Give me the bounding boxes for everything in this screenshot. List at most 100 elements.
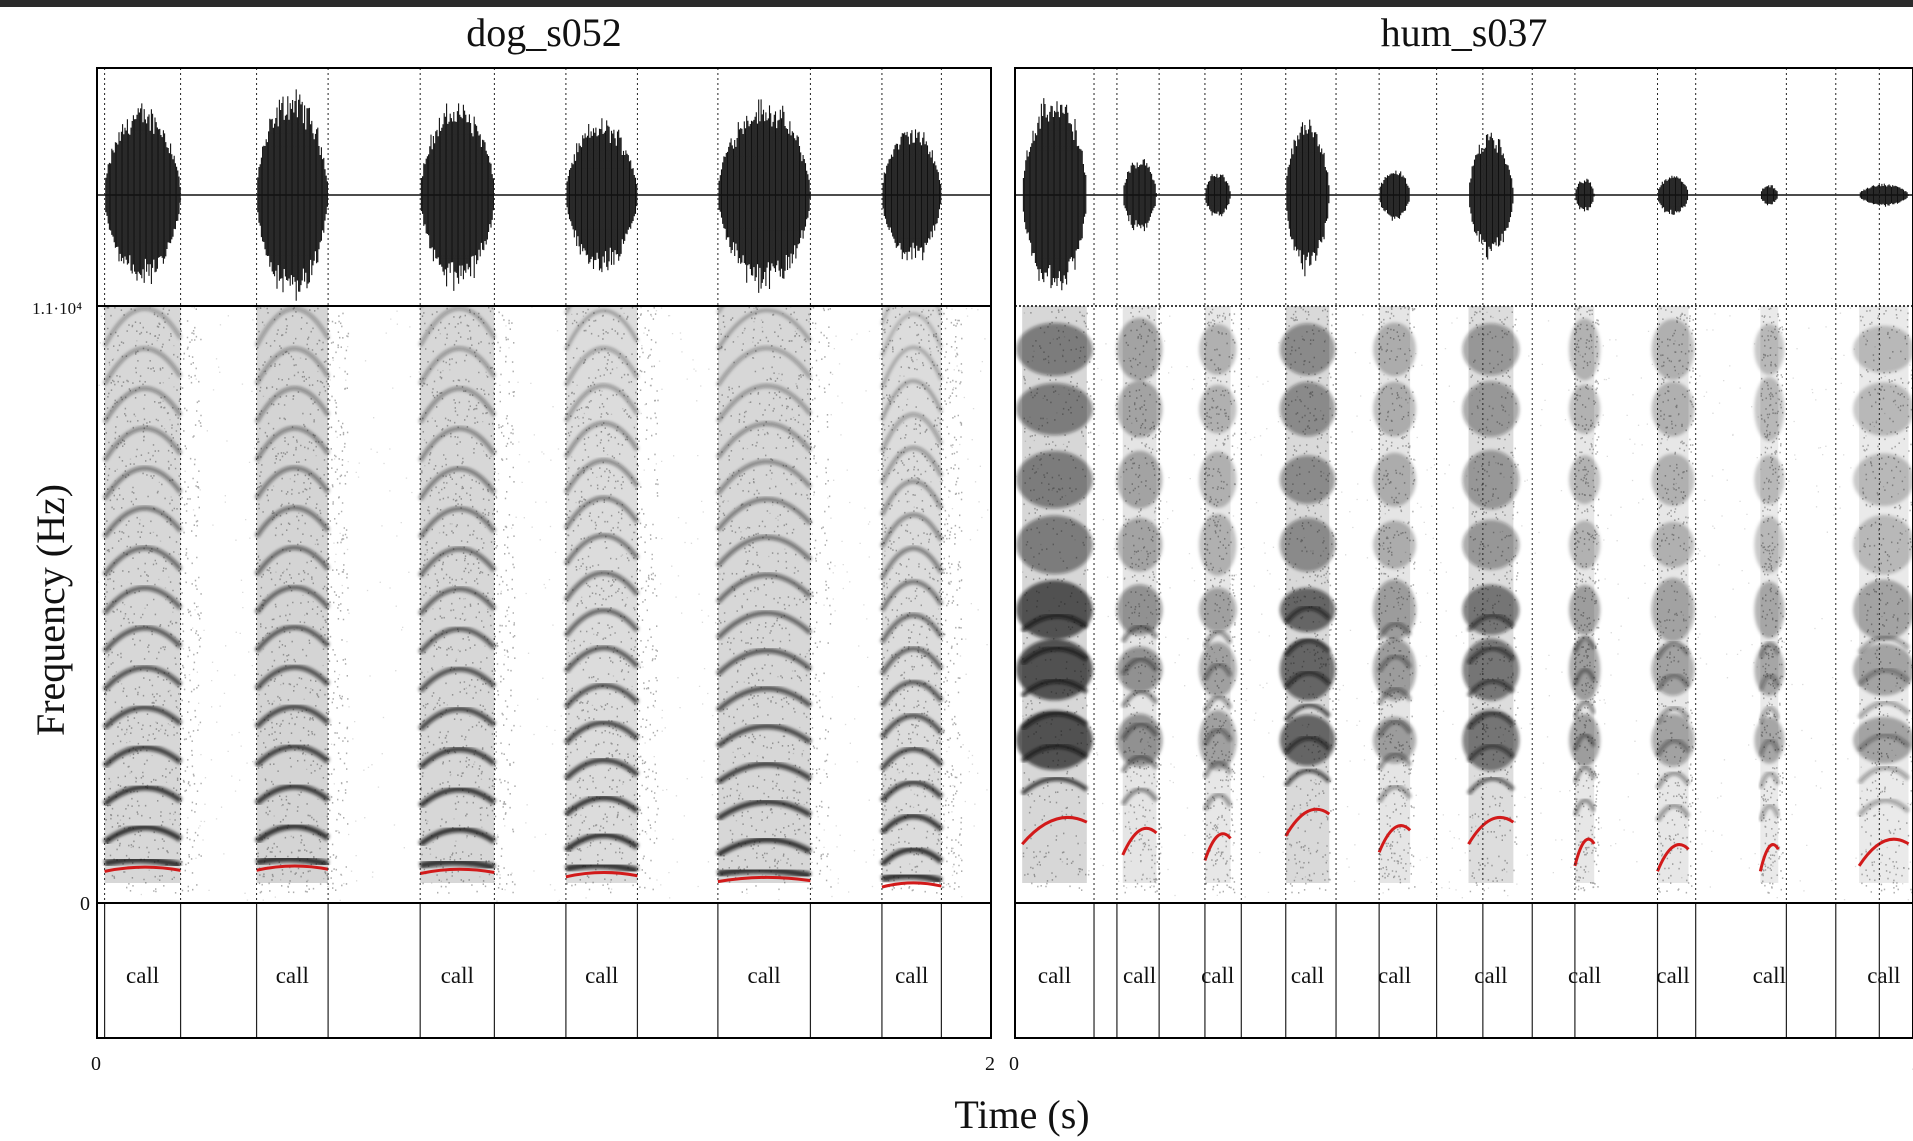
formant-blob [1016,580,1093,640]
formant-blob [1016,451,1093,509]
harmonic-band [879,779,944,803]
pitch-track [565,871,638,879]
formant-blob [1651,381,1695,437]
harmonic-band [418,746,497,770]
harmonic-band [1120,624,1159,643]
formant-blob [1373,638,1417,701]
formant-blob [1279,517,1336,572]
harmonic-band [103,306,108,309]
harmonic-band [880,479,944,517]
waveform-burst [420,103,494,291]
pitch-track [1284,807,1331,837]
tier-label: call [126,963,159,988]
harmonic-band [879,612,944,644]
waveform-burst [1123,159,1157,232]
harmonic-band [418,786,497,809]
harmonic-band [564,309,639,351]
call-speckle [566,306,659,894]
pitch-track [104,865,181,873]
pitch-track [717,875,811,884]
formant-blob [1198,587,1237,633]
harmonic-band [102,466,183,500]
fundamental-band [255,855,330,868]
harmonic-band [716,723,812,749]
harmonic-band [1655,705,1691,725]
call-energy [1373,306,1417,891]
harmonic-band [418,666,497,693]
harmonic-band [716,799,812,822]
tier-label: call [1378,963,1411,988]
harmonic-band [1758,705,1781,724]
formant-blob [1462,709,1520,771]
harmonic-band [102,426,183,462]
formant-blob [1853,325,1913,373]
tier-label: call [1201,963,1234,988]
pitch-track [1857,837,1910,867]
harmonic-band [1758,803,1781,822]
formant-blob [1198,642,1237,697]
formant-blob [1373,579,1417,641]
waveform-burst [1760,185,1778,206]
harmonic-band [1857,635,1911,655]
harmonic-band [255,307,330,347]
harmonic-band [418,306,496,347]
harmonic-band [1572,765,1597,784]
harmonic-band [1120,787,1159,806]
fundamental-band [881,872,943,885]
harmonic-band [1857,765,1911,785]
harmonic-band [1020,776,1089,796]
harmonic-band [1020,613,1089,633]
harmonic-band [254,743,330,768]
formant-blob [1198,384,1237,434]
harmonic-band [880,512,944,548]
harmonic-band [1202,662,1233,681]
x-tick-end: 2 [985,1053,995,1075]
formant-blob [1754,516,1785,573]
harmonic-band [1758,738,1781,757]
harmonic-band [1120,689,1159,708]
harmonic-band [716,535,812,568]
formant-blob [1568,318,1601,381]
harmonic-band [254,346,330,385]
waveform-burst [1379,170,1410,221]
formant-blob [1853,453,1913,506]
harmonic-band [1572,700,1597,719]
harmonic-band [1655,673,1691,692]
formant-blob [1116,380,1163,438]
harmonic-band [418,706,497,732]
harmonic-band [564,832,640,853]
waveform-burst [105,103,181,284]
harmonic-band [716,459,812,495]
harmonic-band [716,610,812,640]
waveform-burst [566,118,638,273]
spectrogram [1015,306,1913,903]
tier-label: call [1474,963,1507,988]
call-energy [563,306,659,894]
harmonic-band [1857,798,1911,817]
harmonic-band [564,570,640,602]
waveform-burst [882,129,942,261]
harmonic-band [879,646,944,676]
harmonic-band [1466,646,1516,665]
pitch-track [256,864,329,872]
harmonic-band [1655,803,1691,822]
formant-blob [1279,638,1336,701]
harmonic-band [716,836,812,858]
waveform-burst [1859,183,1909,207]
harmonic-band [1377,751,1413,771]
harmonic-band [879,846,944,867]
pitch-track [1121,826,1158,856]
harmonic-band [1120,656,1159,676]
harmonic-band [1020,678,1089,698]
harmonic-band [418,506,497,539]
pitch-track [1656,843,1690,872]
harmonic-band [564,458,640,494]
harmonic-band [254,783,330,806]
waveform-burst [1205,173,1231,217]
waveform-burst [1658,175,1689,215]
formant-blob [1754,581,1785,639]
tier-label: call [1291,963,1324,988]
